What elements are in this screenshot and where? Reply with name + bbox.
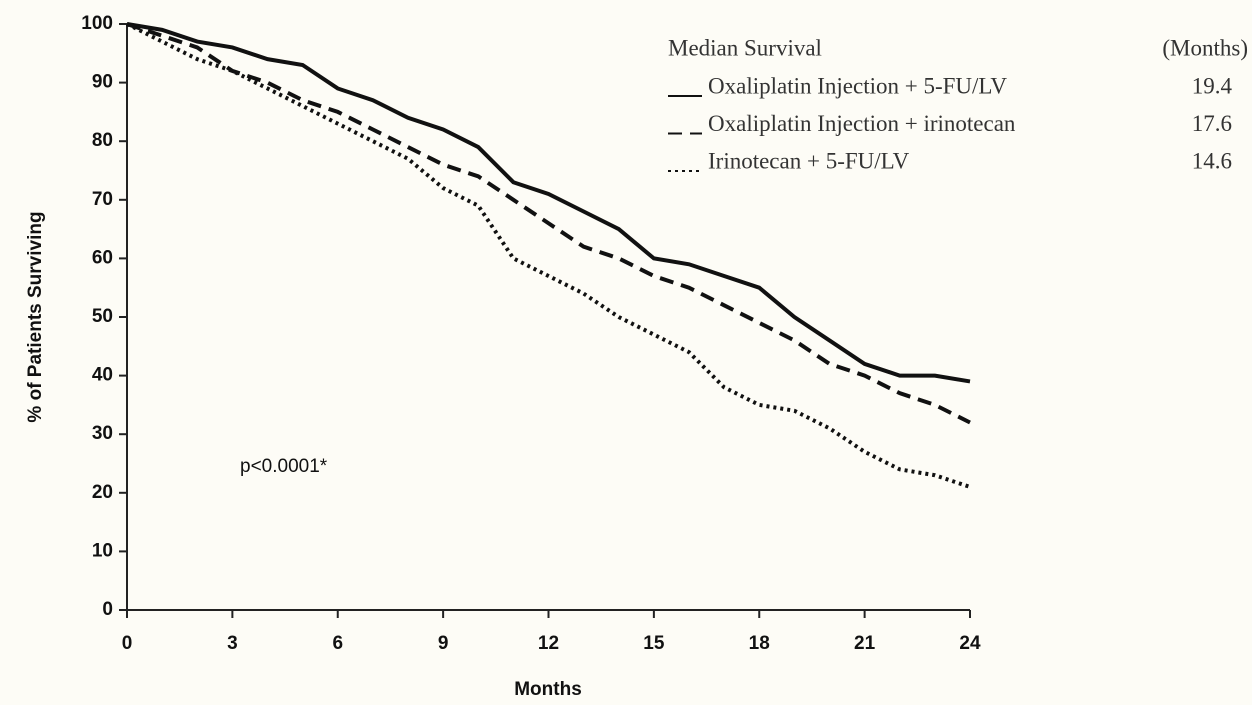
survival-line xyxy=(126,22,971,425)
y-tick-label: 20 xyxy=(92,482,113,503)
legend-entry: Oxaliplatin Injection + irinotecan xyxy=(708,111,1016,136)
x-axis-label: Months xyxy=(514,679,582,700)
x-tick-label: 9 xyxy=(438,633,449,654)
y-tick-label: 40 xyxy=(92,365,113,386)
survival-line xyxy=(126,22,971,384)
y-tick-label: 100 xyxy=(81,13,113,34)
y-tick-label: 90 xyxy=(92,72,113,93)
y-tick-label: 80 xyxy=(92,130,113,151)
y-axis-label: % of Patients Surviving xyxy=(25,211,46,422)
legend-median: 14.6 xyxy=(1192,148,1232,173)
legend-entry: Irinotecan + 5-FU/LV xyxy=(708,148,910,173)
x-tick-label: 24 xyxy=(959,633,981,654)
y-tick-label: 50 xyxy=(92,306,113,327)
legend-median: 17.6 xyxy=(1192,111,1232,136)
annotation: p<0.0001* xyxy=(240,456,328,477)
y-tick-label: 0 xyxy=(102,599,113,620)
y-tick-label: 30 xyxy=(92,423,113,444)
y-tick-label: 10 xyxy=(92,540,113,561)
x-tick-label: 6 xyxy=(332,633,343,654)
x-tick-label: 21 xyxy=(854,633,876,654)
survival-line xyxy=(126,22,971,489)
legend-unit: (Months) xyxy=(1162,35,1248,60)
legend-median: 19.4 xyxy=(1192,73,1233,98)
x-tick-label: 3 xyxy=(227,633,238,654)
y-tick-label: 60 xyxy=(92,247,113,268)
x-tick-label: 0 xyxy=(122,633,133,654)
x-tick-label: 12 xyxy=(538,633,559,654)
legend-title: Median Survival xyxy=(668,35,822,60)
x-tick-label: 15 xyxy=(643,633,665,654)
legend-entry: Oxaliplatin Injection + 5-FU/LV xyxy=(708,73,1007,98)
y-tick-label: 70 xyxy=(92,189,113,210)
x-tick-label: 18 xyxy=(749,633,770,654)
